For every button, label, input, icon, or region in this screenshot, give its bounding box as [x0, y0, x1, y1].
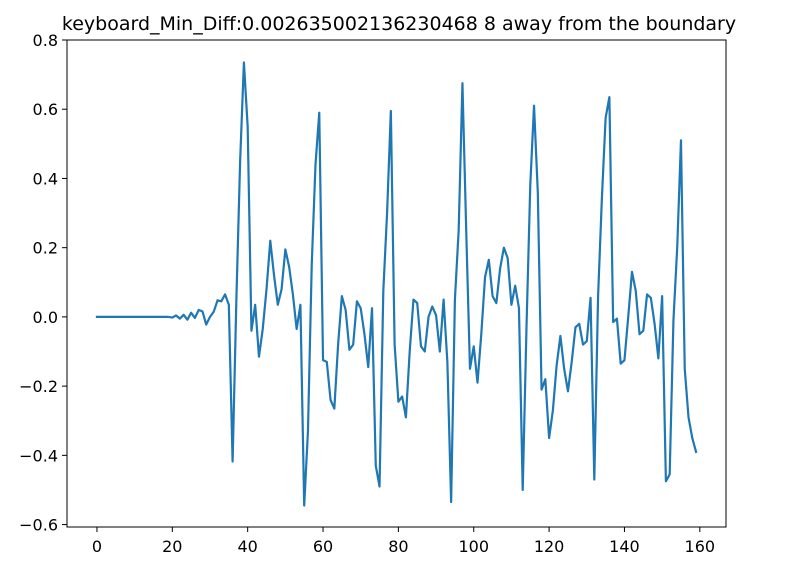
- y-tick-label: 0.0: [33, 308, 58, 327]
- x-tick-label: 120: [534, 537, 565, 556]
- x-tick-label: 80: [388, 537, 408, 556]
- series-line: [95, 61, 698, 507]
- x-tick-label: 100: [458, 537, 489, 556]
- x-tick-label: 20: [162, 537, 182, 556]
- x-tick-label: 40: [237, 537, 257, 556]
- y-tick-label: −0.2: [19, 377, 58, 396]
- y-tick-label: 0.6: [33, 100, 58, 119]
- y-tick-label: 0.4: [33, 169, 58, 188]
- x-tick-label: 160: [685, 537, 716, 556]
- x-tick-label: 140: [609, 537, 640, 556]
- y-tick-label: 0.2: [33, 239, 58, 258]
- x-tick-label: 0: [92, 537, 102, 556]
- y-tick-label: −0.4: [19, 446, 58, 465]
- y-tick-label: 0.8: [33, 31, 58, 50]
- plot-area: 0 20 40 60 80 100 120 140 160 −0.6 −0.4 −0.2 0.0 0.2 0…: [19, 31, 727, 556]
- plot-frame: [66, 39, 727, 528]
- x-tick-label: 60: [313, 537, 333, 556]
- chart-title: keyboard_Min_Diff:0.002635002136230468 8…: [62, 13, 736, 35]
- y-tick-label: −0.6: [19, 516, 58, 535]
